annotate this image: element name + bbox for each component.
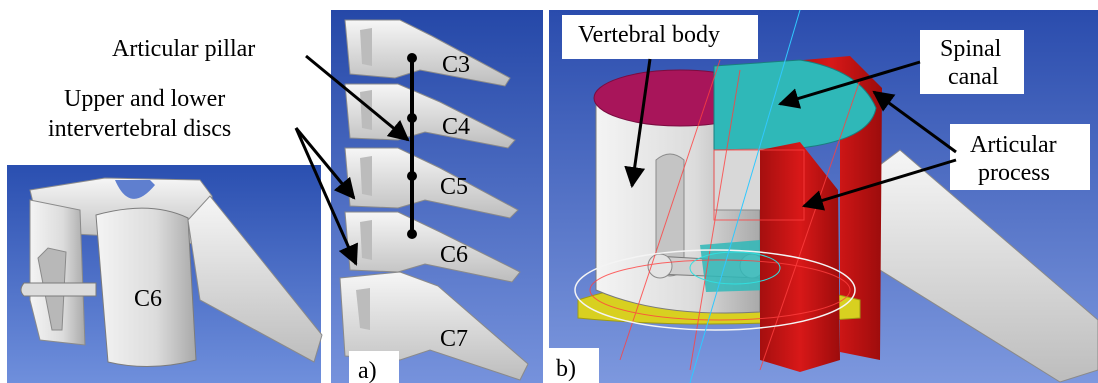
model-axis-line: [689, 9, 801, 383]
closeup-notch: [115, 180, 155, 199]
label-box-vertebral-body: [562, 15, 758, 59]
label-spinal-canal-line1: Spinal: [940, 36, 1002, 62]
closeup-vertebra-label: C6: [134, 286, 162, 312]
label-articular-pillar: Articular pillar: [112, 36, 255, 62]
arrow-spinal-canal: [777, 60, 921, 109]
model-rod-end-left: [647, 253, 673, 279]
arrow-disc-lower: [294, 127, 358, 266]
model-ellipse-white: [574, 249, 856, 331]
panel-a: C3 C4 C5 C6 C7 a): [331, 10, 543, 383]
panel-b: Vertebral body Spinal canal Articular pr…: [549, 9, 1098, 383]
panel-b-label-box: [549, 348, 599, 383]
label-discs-line2: intervertebral discs: [48, 116, 231, 142]
panel-a-label: a): [358, 358, 377, 383]
vertebra-label-c5: C5: [440, 174, 468, 200]
vertebra-label-c3: C3: [442, 52, 470, 78]
label-vertebral-body: Vertebral body: [578, 22, 720, 48]
label-discs-line1: Upper and lower: [64, 86, 225, 112]
label-box-articular-process: [950, 124, 1090, 190]
pillar-node-c4: [407, 113, 417, 123]
panel-b-label: b): [556, 356, 576, 382]
arrow-articular-pillar: [305, 54, 410, 142]
closeup-rod: [20, 282, 97, 297]
pillar-node-c3: [407, 53, 417, 63]
label-box-spinal-canal: [920, 30, 1024, 94]
vertebra-label-c7: C7: [440, 326, 468, 352]
model-ellipse-cyan: [689, 251, 781, 285]
panel-a-label-box: [349, 351, 399, 383]
label-spinal-canal-line2: canal: [948, 64, 999, 90]
pillar-node-c5: [407, 171, 417, 181]
closeup-spinous-process: [187, 195, 323, 363]
arrow-disc-upper: [294, 127, 356, 200]
label-articular-process-line1: Articular: [970, 132, 1057, 158]
vertebra-label-c4: C4: [442, 114, 470, 140]
left-annotations: Articular pillar Upper and lower interve…: [48, 36, 410, 266]
arrow-articular-process-lower: [801, 158, 957, 211]
pillar-node-c6: [407, 229, 417, 239]
label-articular-process-line2: process: [978, 160, 1050, 186]
vertebra-c3: [344, 19, 511, 87]
arrow-articular-process-upper: [872, 90, 957, 154]
arrow-vertebral-body: [624, 58, 652, 189]
panel-closeup: C6: [7, 165, 323, 383]
closeup-vertebral-body: [95, 207, 197, 367]
vertebra-label-c6: C6: [440, 242, 468, 268]
